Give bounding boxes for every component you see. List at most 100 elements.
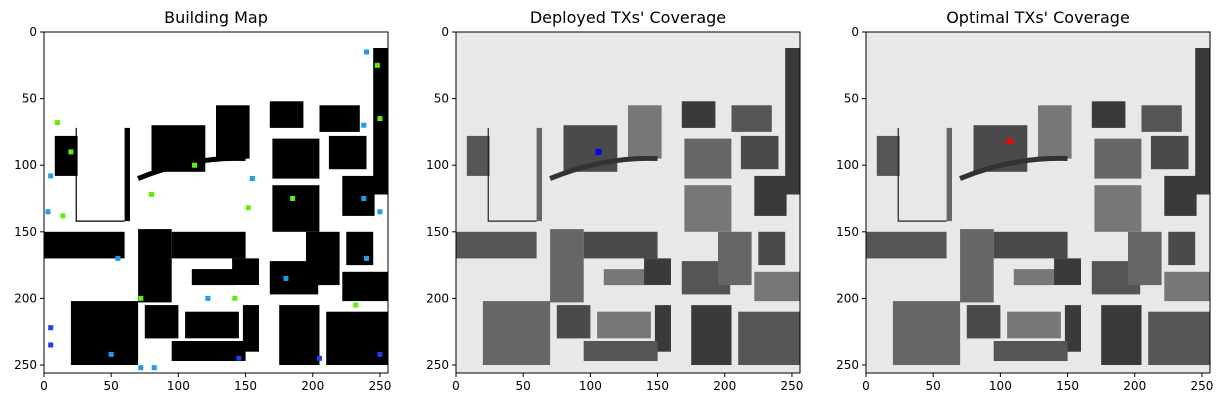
building-block — [993, 341, 1068, 361]
y-ticks-building-map: 0 50 100 150 200 250 — [14, 25, 44, 372]
antenna-marker — [48, 342, 54, 348]
building-block — [946, 127, 952, 222]
building-block — [785, 48, 800, 195]
x-tick-label: 0 — [40, 379, 48, 393]
y-ticks-optimal-coverage: 0 50 100 150 200 250 — [836, 25, 866, 372]
antenna-marker — [317, 355, 322, 361]
panel-title-building-map: Building Map — [164, 8, 268, 27]
building-block — [1091, 101, 1126, 128]
antenna-marker — [192, 162, 197, 168]
x-tick-label: 150 — [1056, 379, 1079, 393]
x-tick-label: 150 — [234, 379, 257, 393]
building-block — [583, 231, 658, 259]
x-tick-label: 100 — [579, 379, 602, 393]
antenna-marker — [377, 116, 383, 122]
building-block — [1164, 175, 1197, 216]
building-block — [1054, 258, 1081, 285]
building-block — [718, 231, 752, 286]
building-block — [185, 311, 239, 339]
building-block — [70, 301, 139, 365]
building-block — [326, 311, 388, 365]
building-block — [1038, 105, 1072, 159]
building-block — [691, 305, 732, 365]
antenna-marker — [205, 295, 211, 301]
building-block — [1150, 135, 1189, 170]
y-tick-label: 50 — [22, 92, 37, 106]
antenna-marker — [377, 351, 383, 357]
x-tick-label: 0 — [452, 379, 460, 393]
road-curve — [549, 155, 658, 181]
x-tick-label: 0 — [862, 379, 870, 393]
antenna-marker — [353, 302, 359, 308]
y-tick-label: 100 — [14, 158, 37, 172]
building-block — [466, 135, 490, 176]
antenna-marker — [236, 355, 242, 361]
building-block — [171, 231, 246, 259]
x-tick-label: 250 — [368, 379, 391, 393]
antenna-marker — [364, 49, 369, 55]
x-tick-label: 100 — [989, 379, 1012, 393]
antenna-marker — [48, 173, 54, 179]
antenna-marker — [138, 365, 144, 371]
panel-title-deployed-coverage: Deployed TXs' Coverage — [530, 8, 726, 27]
building-block — [216, 105, 250, 159]
antenna-marker — [48, 325, 54, 331]
x-tick-label: 50 — [926, 379, 941, 393]
antenna-marker — [115, 255, 121, 261]
building-block — [684, 138, 732, 179]
building-block — [456, 231, 537, 259]
building-block — [866, 231, 947, 259]
building-block — [171, 341, 246, 361]
building-block — [269, 101, 304, 128]
building-block — [279, 305, 320, 365]
road-curve — [137, 155, 246, 181]
building-block — [731, 105, 772, 132]
antenna-marker — [361, 196, 367, 201]
building-block — [306, 231, 340, 286]
building-block — [319, 105, 360, 132]
building-block — [583, 341, 658, 361]
antenna-marker — [138, 295, 144, 301]
y-tick-label: 100 — [426, 158, 449, 172]
building-block — [966, 305, 1001, 339]
antenna-marker — [374, 62, 380, 68]
building-block — [373, 48, 388, 195]
road-curve — [959, 155, 1068, 181]
x-tick-label: 200 — [301, 379, 324, 393]
y-tick-label: 200 — [426, 291, 449, 305]
x-tick-label: 200 — [1123, 379, 1146, 393]
building-block — [342, 271, 388, 302]
building-outline — [75, 127, 125, 222]
antenna-marker — [151, 365, 157, 371]
transmitter-marker — [595, 148, 602, 155]
y-tick-label: 250 — [14, 358, 37, 372]
building-block — [1013, 269, 1057, 286]
transmitter-marker — [1006, 138, 1013, 145]
building-outline — [897, 127, 947, 222]
y-tick-label: 150 — [14, 225, 37, 239]
x-tick-label: 250 — [780, 379, 803, 393]
building-block — [892, 301, 961, 365]
building-block — [1101, 305, 1142, 365]
building-block — [1064, 305, 1081, 352]
x-ticks-optimal-coverage: 0 50 100 150 200 250 — [862, 373, 1213, 393]
x-tick-label: 50 — [516, 379, 531, 393]
axis-frame-deployed-coverage — [455, 31, 801, 374]
building-block — [124, 127, 130, 222]
building-block — [603, 269, 647, 286]
y-tick-label: 0 — [441, 25, 449, 39]
x-tick-label: 250 — [1190, 379, 1213, 393]
building-map-image — [44, 48, 388, 371]
antenna-marker — [68, 149, 74, 155]
antenna-marker — [361, 122, 367, 128]
y-tick-label: 150 — [426, 225, 449, 239]
building-block — [1128, 231, 1162, 286]
building-block — [993, 231, 1068, 259]
building-block — [1007, 311, 1061, 339]
x-tick-label: 50 — [104, 379, 119, 393]
optimal-coverage-image — [866, 48, 1210, 365]
y-tick-label: 100 — [836, 158, 859, 172]
antenna-marker — [45, 209, 51, 215]
y-tick-label: 0 — [851, 25, 859, 39]
